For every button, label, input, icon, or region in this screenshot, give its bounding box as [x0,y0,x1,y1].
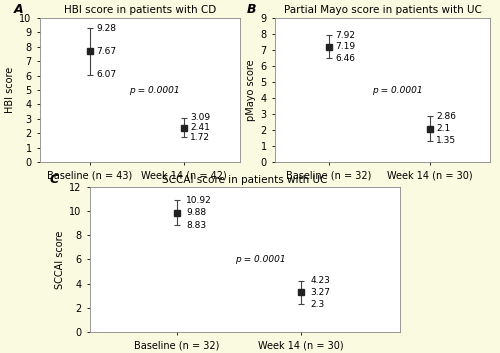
Text: p = 0.0001: p = 0.0001 [372,85,423,95]
Text: 1.72: 1.72 [190,133,210,142]
Text: 10.92: 10.92 [186,196,212,205]
Text: 7.92: 7.92 [335,30,355,40]
Text: 3.09: 3.09 [190,113,210,122]
Text: 6.46: 6.46 [335,54,355,63]
Title: Partial Mayo score in patients with UC: Partial Mayo score in patients with UC [284,6,482,16]
Text: 3.27: 3.27 [310,288,330,297]
Text: 1.35: 1.35 [436,136,456,145]
Text: 6.07: 6.07 [96,70,116,79]
Text: B: B [247,3,256,16]
Y-axis label: SCCAI score: SCCAI score [55,230,65,289]
Text: p = 0.0001: p = 0.0001 [128,85,180,95]
Text: 9.88: 9.88 [186,208,206,217]
Text: 2.1: 2.1 [436,124,450,133]
Y-axis label: HBI score: HBI score [5,67,15,113]
Text: A: A [14,3,24,16]
Text: 4.23: 4.23 [310,276,330,285]
Text: 2.41: 2.41 [190,123,210,132]
Text: 9.28: 9.28 [96,24,116,32]
Text: p = 0.0001: p = 0.0001 [235,255,286,264]
Title: SCCAI score in patients with UC: SCCAI score in patients with UC [162,175,328,185]
Text: C: C [50,173,59,186]
Text: 2.3: 2.3 [310,300,324,309]
Text: 7.19: 7.19 [335,42,355,51]
Text: 8.83: 8.83 [186,221,206,230]
Title: HBI score in patients with CD: HBI score in patients with CD [64,6,216,16]
Text: 2.86: 2.86 [436,112,456,121]
Y-axis label: pMayo score: pMayo score [246,59,256,121]
Text: 7.67: 7.67 [96,47,116,56]
